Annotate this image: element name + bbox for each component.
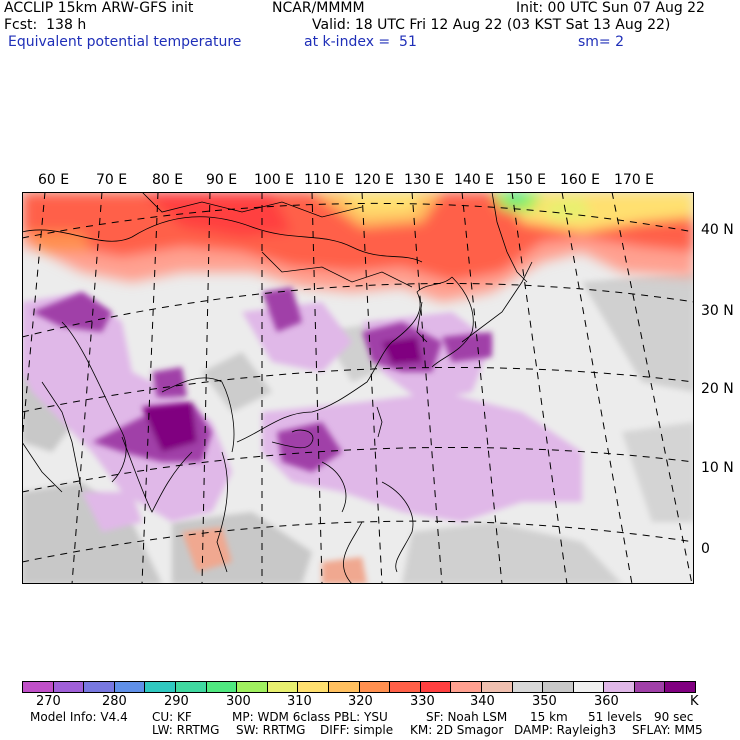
- colorbar-swatch: [573, 682, 605, 692]
- colorbar-swatch: [604, 682, 635, 692]
- colorbar-swatch: [481, 682, 513, 692]
- colorbar-tick: 280: [102, 694, 127, 709]
- colorbar-tick: 290: [164, 694, 189, 709]
- colorbar-swatch: [175, 682, 207, 692]
- colorbar: [22, 681, 696, 693]
- lon-label: 150 E: [506, 172, 547, 188]
- colorbar-tick: 300: [226, 694, 251, 709]
- colorbar-swatch: [84, 682, 115, 692]
- colorbar-swatch: [420, 682, 452, 692]
- colorbar-unit: K: [690, 694, 699, 709]
- colorbar-swatch: [665, 682, 696, 692]
- coastlines: [22, 192, 533, 584]
- footer-sflay: SFLAY: MM5: [632, 723, 703, 737]
- colorbar-tick: 360: [594, 694, 619, 709]
- lon-label: 140 E: [454, 172, 495, 188]
- field-name: Equivalent potential temperature: [8, 34, 242, 50]
- colorbar-tick: 310: [287, 694, 312, 709]
- lon-label: 90 E: [206, 172, 238, 188]
- lat-label: 30 N: [701, 303, 734, 319]
- footer-damp: DAMP: Rayleigh3: [514, 723, 617, 737]
- lon-label: 120 E: [354, 172, 395, 188]
- colorbar-swatch: [298, 682, 329, 692]
- lon-label: 130 E: [404, 172, 445, 188]
- footer-resolution: 15 km: [530, 710, 568, 724]
- footer-timestep: 90 sec: [654, 710, 694, 724]
- colorbar-swatch: [451, 682, 482, 692]
- colorbar-swatch: [512, 682, 544, 692]
- level-label: at k-index = 51: [304, 34, 417, 50]
- colorbar-tick: 270: [36, 694, 61, 709]
- footer-diff: DIFF: simple: [320, 723, 394, 737]
- footer-mp: MP: WDM 6class: [232, 710, 331, 724]
- map-frame: [22, 192, 694, 584]
- footer-sw: SW: RRTMG: [236, 723, 306, 737]
- colorbar-tick: 350: [532, 694, 557, 709]
- footer-sf: SF: Noah LSM: [426, 710, 508, 724]
- lat-label: 20 N: [701, 381, 734, 397]
- colorbar-swatch: [543, 682, 574, 692]
- colorbar-swatch: [53, 682, 85, 692]
- colorbar-swatch: [634, 682, 666, 692]
- footer-cu: CU: KF: [152, 710, 192, 724]
- footer-pbl: PBL: YSU: [334, 710, 388, 724]
- colorbar-swatch: [267, 682, 299, 692]
- footer-lw: LW: RRTMG: [152, 723, 220, 737]
- lat-label: 40 N: [701, 222, 734, 238]
- colorbar-swatch: [328, 682, 360, 692]
- lon-label: 170 E: [614, 172, 655, 188]
- map-panel: [22, 192, 694, 584]
- colorbar-tick: 320: [348, 694, 373, 709]
- valid-time: Valid: 18 UTC Fri 12 Aug 22 (03 KST Sat …: [312, 17, 671, 33]
- colorbar-swatch: [237, 682, 268, 692]
- lon-label: 110 E: [304, 172, 345, 188]
- colorbar-swatch: [206, 682, 238, 692]
- footer-model-info: Model Info: V4.4: [30, 710, 128, 724]
- init-time: Init: 00 UTC Sun 07 Aug 22: [516, 0, 705, 16]
- colorbar-tick: 340: [470, 694, 495, 709]
- lon-label: 60 E: [38, 172, 70, 188]
- colorbar-swatch: [359, 682, 391, 692]
- colorbar-swatch: [145, 682, 176, 692]
- footer-levels: 51 levels: [588, 710, 642, 724]
- footer-km: KM: 2D Smagor: [410, 723, 504, 737]
- colorbar-tick: 330: [410, 694, 435, 709]
- center-label: NCAR/MMMM: [272, 0, 365, 16]
- lon-label: 100 E: [254, 172, 295, 188]
- light-purple-regions: [22, 292, 582, 532]
- forecast-hour: Fcst: 138 h: [4, 17, 87, 33]
- colorbar-swatch: [23, 682, 54, 692]
- smoothing-label: sm= 2: [578, 34, 625, 50]
- northern-band: [22, 192, 694, 302]
- lat-label: 0: [701, 541, 710, 557]
- model-title: ACCLIP 15km ARW-GFS init: [4, 0, 194, 16]
- lon-label: 160 E: [560, 172, 601, 188]
- colorbar-swatch: [114, 682, 146, 692]
- lat-label: 10 N: [701, 460, 734, 476]
- lon-label: 80 E: [152, 172, 184, 188]
- dark-purple-cores: [32, 287, 492, 472]
- graticule: [22, 192, 694, 584]
- lon-label: 70 E: [96, 172, 128, 188]
- colorbar-swatch: [390, 682, 421, 692]
